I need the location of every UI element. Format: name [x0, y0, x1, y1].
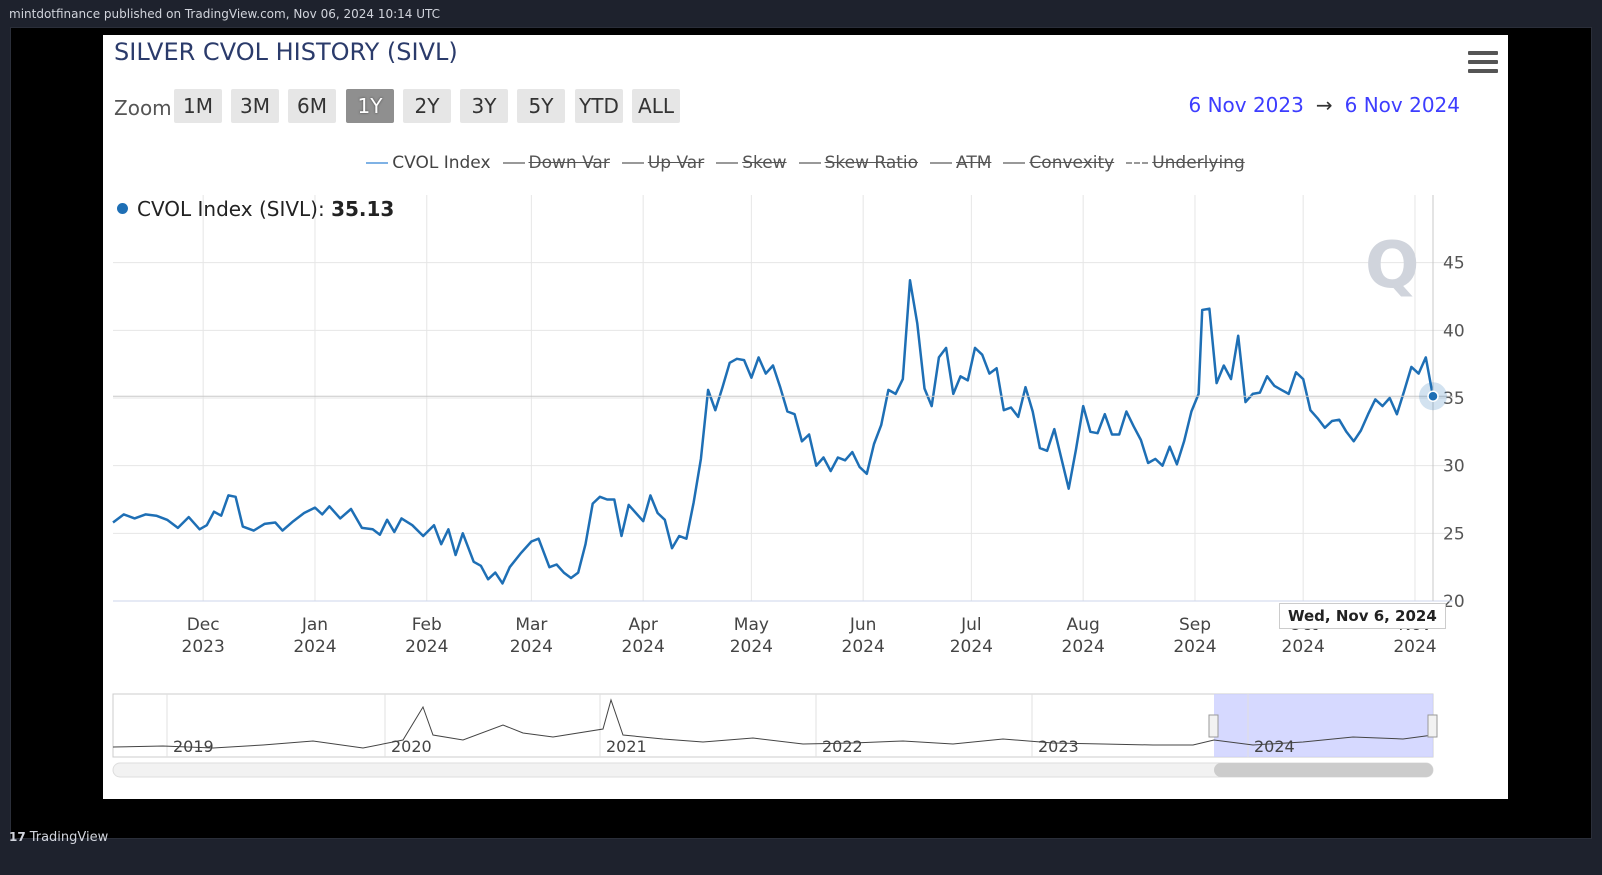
navigator-left-handle[interactable] — [1208, 714, 1219, 738]
x-tick-month: Mar — [515, 615, 547, 635]
crosshair-point — [1427, 390, 1439, 402]
navigator-year-label: 2023 — [1038, 737, 1079, 756]
legend-item-convexity[interactable]: Convexity — [1003, 153, 1114, 173]
x-tick-month: Dec — [187, 615, 220, 635]
legend-swatch — [716, 162, 739, 164]
navigator-selection[interactable] — [1214, 694, 1433, 757]
hamburger-menu-icon[interactable] — [1468, 51, 1498, 77]
legend-item-skew[interactable]: Skew — [716, 153, 787, 173]
chart-card: SILVER CVOL HISTORY (SIVL) Zoom 1M 3M 6M 1Y… — [103, 35, 1508, 799]
legend-swatch — [1126, 162, 1149, 164]
y-tick-label: 20 — [1443, 592, 1465, 612]
x-tick-month: Apr — [628, 615, 657, 635]
zoom-button-3m[interactable]: 3M — [231, 89, 279, 123]
readout-label: CVOL Index (SIVL): — [137, 197, 325, 221]
x-tick-year: 2024 — [510, 637, 553, 657]
legend-label: Underlying — [1152, 153, 1245, 173]
x-tick-month: May — [734, 615, 769, 635]
legend-item-cvol-index[interactable]: CVOL Index — [366, 153, 491, 173]
y-tick-label: 35 — [1443, 389, 1465, 409]
publisher-caption: mintdotfinance published on TradingView.… — [9, 7, 441, 21]
navigator-right-handle[interactable] — [1427, 714, 1438, 738]
legend-label: ATM — [956, 153, 992, 173]
y-tick-label: 45 — [1443, 254, 1465, 274]
legend-label: Skew Ratio — [824, 153, 919, 173]
y-tick-label: 30 — [1443, 457, 1465, 477]
x-tick-year: 2024 — [1062, 637, 1105, 657]
legend-item-down-var[interactable]: Down Var — [502, 153, 610, 173]
x-tick-year: 2023 — [182, 637, 225, 657]
range-arrow: → — [1315, 93, 1333, 117]
cvol-series-line — [112, 279, 1435, 585]
zoom-button-all[interactable]: ALL — [632, 89, 680, 123]
scrollbar-thumb[interactable] — [1214, 763, 1433, 777]
legend-item-underlying[interactable]: Underlying — [1126, 153, 1245, 173]
x-tick-month: Sep — [1179, 615, 1211, 635]
y-tick-label: 25 — [1443, 524, 1465, 544]
zoom-button-6m[interactable]: 6M — [288, 89, 336, 123]
x-tick-year: 2024 — [1393, 637, 1436, 657]
legend-item-atm[interactable]: ATM — [930, 153, 991, 173]
x-tick-year: 2024 — [950, 637, 993, 657]
crosshair-tooltip: Wed, Nov 6, 2024 — [1279, 603, 1446, 629]
date-range: 6 Nov 2023 → 6 Nov 2024 — [1188, 93, 1460, 117]
range-to[interactable]: 6 Nov 2024 — [1344, 93, 1460, 117]
cvol-chart: 202530354045Dec2023Jan2024Feb2024Mar2024… — [112, 195, 1465, 778]
x-tick-month: Jun — [849, 615, 877, 635]
y-tick-label: 40 — [1443, 321, 1465, 341]
zoom-button-5y[interactable]: 5Y — [517, 89, 565, 123]
legend-swatch — [621, 162, 644, 164]
legend-label: Convexity — [1029, 153, 1115, 173]
zoom-button-ytd[interactable]: YTD — [575, 89, 623, 123]
footer-brand: TradingView — [29, 830, 109, 845]
zoom-button-2y[interactable]: 2Y — [403, 89, 451, 123]
range-from[interactable]: 6 Nov 2023 — [1188, 93, 1304, 117]
readout-value: 35.13 — [331, 197, 395, 221]
x-tick-month: Jul — [960, 615, 982, 635]
navigator-year-label: 2021 — [606, 737, 647, 756]
x-tick-month: Aug — [1067, 615, 1100, 635]
x-tick-year: 2024 — [1282, 637, 1325, 657]
legend-label: Up Var — [647, 153, 705, 173]
legend-label: Down Var — [528, 153, 610, 173]
series-readout: CVOL Index (SIVL): 35.13 — [117, 197, 394, 221]
navigator-year-label: 2019 — [173, 737, 214, 756]
legend-label: CVOL Index — [392, 153, 491, 173]
legend-swatch — [930, 162, 953, 164]
navigator-year-label: 2024 — [1254, 737, 1295, 756]
x-tick-year: 2024 — [1173, 637, 1216, 657]
zoom-button-1y[interactable]: 1Y — [346, 89, 394, 123]
legend-swatch — [366, 162, 389, 164]
navigator-year-label: 2022 — [822, 737, 863, 756]
zoom-button-1m[interactable]: 1M — [174, 89, 222, 123]
chart-legend: CVOL Index Down Var Up Var Skew Skew Ratio AT… — [103, 153, 1508, 173]
x-tick-year: 2024 — [842, 637, 885, 657]
zoom-label: Zoom — [114, 96, 172, 120]
tradingview-logo-icon: 17 — [9, 830, 26, 844]
watermark-q-icon: Q — [1365, 229, 1419, 303]
legend-swatch — [798, 162, 821, 164]
legend-item-up-var[interactable]: Up Var — [621, 153, 705, 173]
legend-swatch — [1003, 162, 1026, 164]
series-dot-icon — [117, 203, 128, 214]
navigator-year-label: 2020 — [391, 737, 432, 756]
x-tick-month: Jan — [301, 615, 328, 635]
x-tick-year: 2024 — [622, 637, 665, 657]
x-tick-month: Feb — [412, 615, 442, 635]
navigator-sparkline — [112, 698, 1434, 749]
legend-label: Skew — [742, 153, 787, 173]
chart-title: SILVER CVOL HISTORY (SIVL) — [114, 38, 458, 66]
legend-item-skew-ratio[interactable]: Skew Ratio — [798, 153, 919, 173]
zoom-button-3y[interactable]: 3Y — [460, 89, 508, 123]
legend-swatch — [502, 162, 525, 164]
x-tick-year: 2024 — [293, 637, 336, 657]
x-tick-year: 2024 — [730, 637, 773, 657]
x-tick-year: 2024 — [405, 637, 448, 657]
tradingview-footer: 17 TradingView — [9, 830, 108, 845]
